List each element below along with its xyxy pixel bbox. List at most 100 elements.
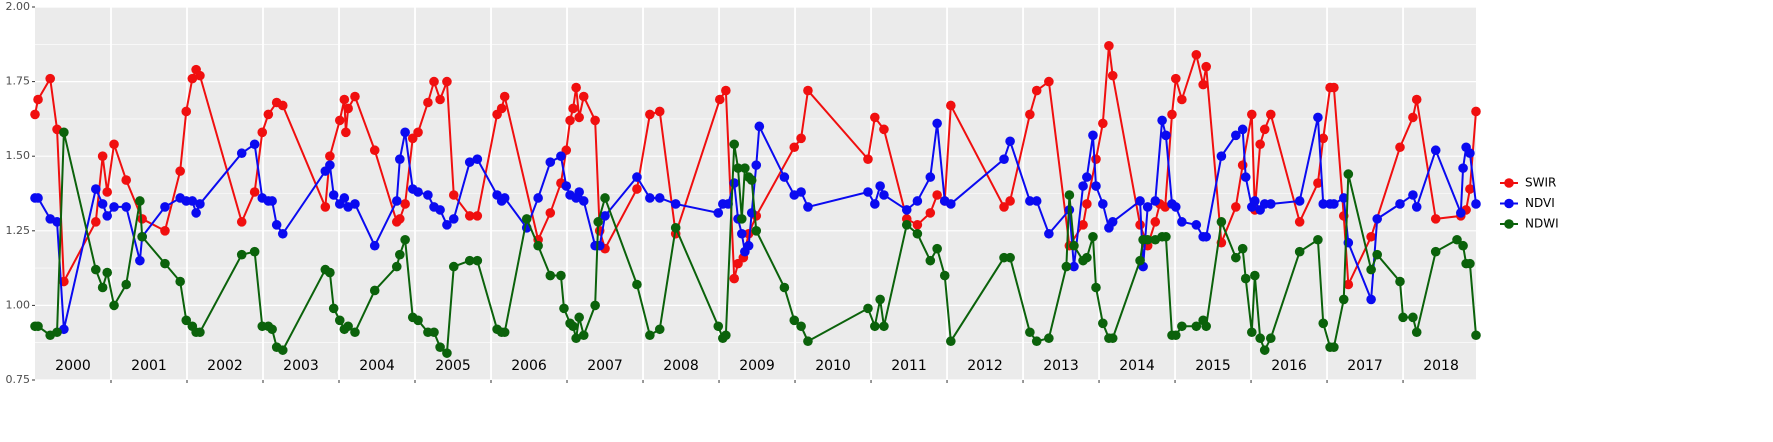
point — [1246, 109, 1257, 120]
point — [751, 160, 762, 170]
point — [568, 321, 578, 332]
point — [1170, 330, 1181, 341]
point — [1458, 163, 1468, 173]
point — [1294, 196, 1305, 206]
point — [1465, 148, 1475, 159]
point — [1259, 124, 1270, 135]
point — [435, 342, 445, 352]
point — [1104, 40, 1114, 51]
point — [1430, 246, 1441, 257]
point — [1005, 252, 1015, 263]
point — [423, 190, 433, 200]
point — [45, 73, 56, 84]
point — [429, 76, 439, 87]
point — [1025, 196, 1035, 206]
year-label: 2013 — [1043, 358, 1079, 374]
point — [1142, 202, 1153, 212]
point — [1411, 327, 1422, 338]
year-label: 2009 — [739, 358, 775, 374]
y-tick-label: 0.75 — [6, 373, 31, 386]
point — [632, 172, 642, 182]
point — [325, 267, 335, 278]
point — [1161, 130, 1171, 141]
point — [175, 276, 185, 287]
point — [1170, 73, 1181, 84]
point — [1098, 199, 1108, 209]
point — [1430, 145, 1441, 156]
point — [1177, 217, 1187, 227]
point — [1250, 196, 1260, 206]
point — [339, 193, 350, 203]
y-tick-label: 1.50 — [6, 149, 31, 162]
point — [1255, 333, 1265, 344]
point — [1201, 231, 1211, 242]
point — [464, 157, 475, 167]
point — [1098, 318, 1108, 329]
point — [277, 228, 288, 239]
point — [1170, 202, 1181, 212]
point — [1044, 76, 1054, 87]
point — [1246, 327, 1257, 338]
point — [350, 91, 360, 102]
point — [1098, 118, 1108, 129]
point — [59, 127, 69, 138]
point — [97, 199, 108, 209]
point — [413, 127, 423, 138]
point — [654, 324, 665, 335]
point — [571, 82, 581, 93]
point — [472, 211, 483, 221]
point — [1031, 85, 1042, 96]
legend-marker — [1504, 178, 1514, 188]
point — [1240, 172, 1251, 182]
point — [1455, 208, 1466, 218]
point — [236, 249, 247, 260]
point — [1395, 142, 1405, 153]
point — [803, 85, 813, 96]
point — [249, 246, 260, 257]
year-label: 2012 — [967, 358, 1003, 374]
point — [30, 109, 40, 120]
point — [91, 184, 101, 194]
point — [803, 336, 813, 347]
point — [932, 243, 942, 254]
point — [545, 208, 556, 218]
point — [423, 97, 433, 108]
legend-label: SWIR — [1525, 176, 1556, 190]
point — [1161, 231, 1171, 242]
point — [1198, 79, 1208, 90]
point — [796, 187, 806, 197]
y-tick-label: 2.00 — [6, 0, 31, 13]
point — [236, 148, 247, 159]
point — [714, 94, 725, 105]
point — [350, 327, 360, 338]
point — [1338, 193, 1349, 203]
point — [1135, 196, 1145, 206]
point — [135, 196, 145, 206]
point — [249, 139, 260, 150]
point — [1255, 139, 1265, 150]
point — [181, 106, 192, 117]
point — [1366, 231, 1376, 242]
point — [1313, 178, 1323, 188]
point — [448, 214, 459, 224]
point — [160, 202, 170, 212]
point — [1366, 294, 1376, 305]
point — [670, 223, 681, 233]
point — [796, 321, 806, 332]
point — [1408, 312, 1418, 323]
point — [191, 208, 201, 218]
point — [1265, 199, 1276, 209]
point — [1465, 184, 1475, 194]
point — [875, 294, 885, 305]
point — [391, 261, 402, 272]
year-label: 2004 — [359, 358, 395, 374]
point — [343, 103, 353, 114]
point — [946, 199, 956, 209]
point — [1250, 270, 1260, 281]
point — [559, 303, 569, 314]
point — [925, 255, 936, 266]
point — [160, 258, 170, 269]
point — [870, 321, 880, 332]
point — [369, 285, 380, 296]
year-label: 2000 — [55, 358, 91, 374]
